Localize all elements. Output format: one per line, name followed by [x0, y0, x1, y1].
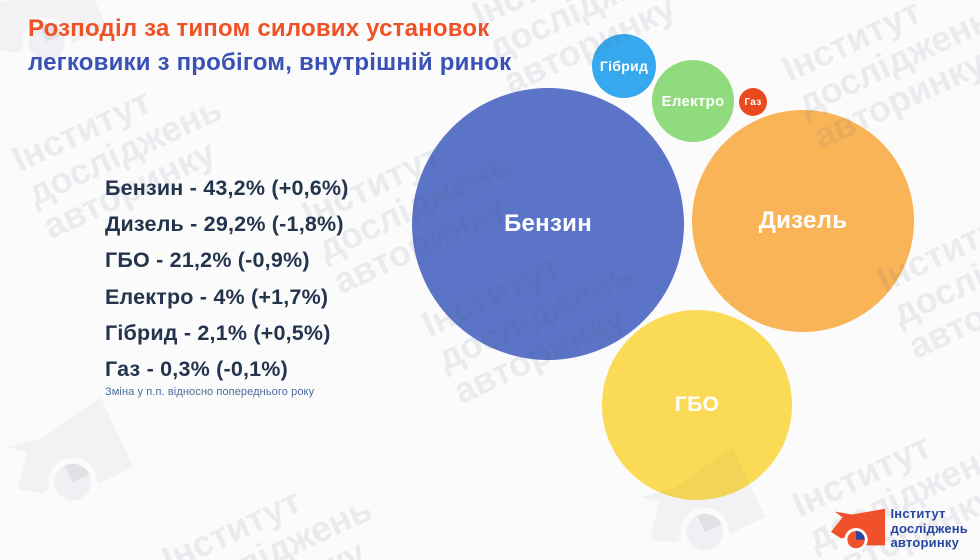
- stat-item: Гібрид - 2,1% (+0,5%): [105, 320, 331, 345]
- bubble-Гібрид: Гібрид: [592, 34, 656, 98]
- stat-item: Бензин - 43,2% (+0,6%): [105, 175, 349, 200]
- bubble-label: Електро: [661, 92, 725, 110]
- brand-text-line-3: авторинку: [890, 535, 960, 551]
- bubble-Газ: Газ: [739, 88, 767, 116]
- bubble-ГБО: ГБО: [602, 310, 792, 500]
- bubble-label: Дизель: [758, 207, 848, 234]
- brand-text-line-2: досліджень: [890, 520, 968, 536]
- bubble-label: Гібрид: [599, 58, 649, 74]
- bubble-label: ГБО: [674, 393, 720, 416]
- brand-logo: Інститут досліджень авторинку: [830, 506, 969, 552]
- stat-item: Дизель - 29,2% (-1,8%): [105, 211, 344, 236]
- watermark-logo-icon: [7, 397, 134, 507]
- stat-item: Газ - 0,3% (-0,1%): [105, 357, 288, 382]
- bubble-label: Бензин: [503, 210, 593, 237]
- stats-list: Бензин - 43,2% (+0,6%) Дизель - 29,2% (-1…: [105, 170, 349, 388]
- brand-text-line-1: Інститут: [890, 506, 946, 522]
- stats-footnote: Зміна у п.п. відносно попереднього року: [105, 386, 315, 398]
- stat-item: ГБО - 21,2% (-0,9%): [105, 248, 310, 273]
- bubble-Дизель: Дизель: [692, 110, 914, 332]
- stat-item: Електро - 4% (+1,7%): [105, 284, 329, 309]
- chart-title: Розподіл за типом силових установок легк…: [28, 12, 511, 80]
- bubble-Електро: Електро: [652, 60, 734, 142]
- car-piechart-logo-icon: [830, 508, 885, 552]
- title-line-2: легковики з пробігом, внутрішній ринок: [28, 49, 512, 76]
- bubble-label: Газ: [744, 96, 762, 108]
- brand-text: Інститут досліджень авторинку: [891, 507, 969, 551]
- title-line-1: Розподіл за типом силових установок: [28, 15, 490, 42]
- bubble-Бензин: Бензин: [412, 88, 684, 360]
